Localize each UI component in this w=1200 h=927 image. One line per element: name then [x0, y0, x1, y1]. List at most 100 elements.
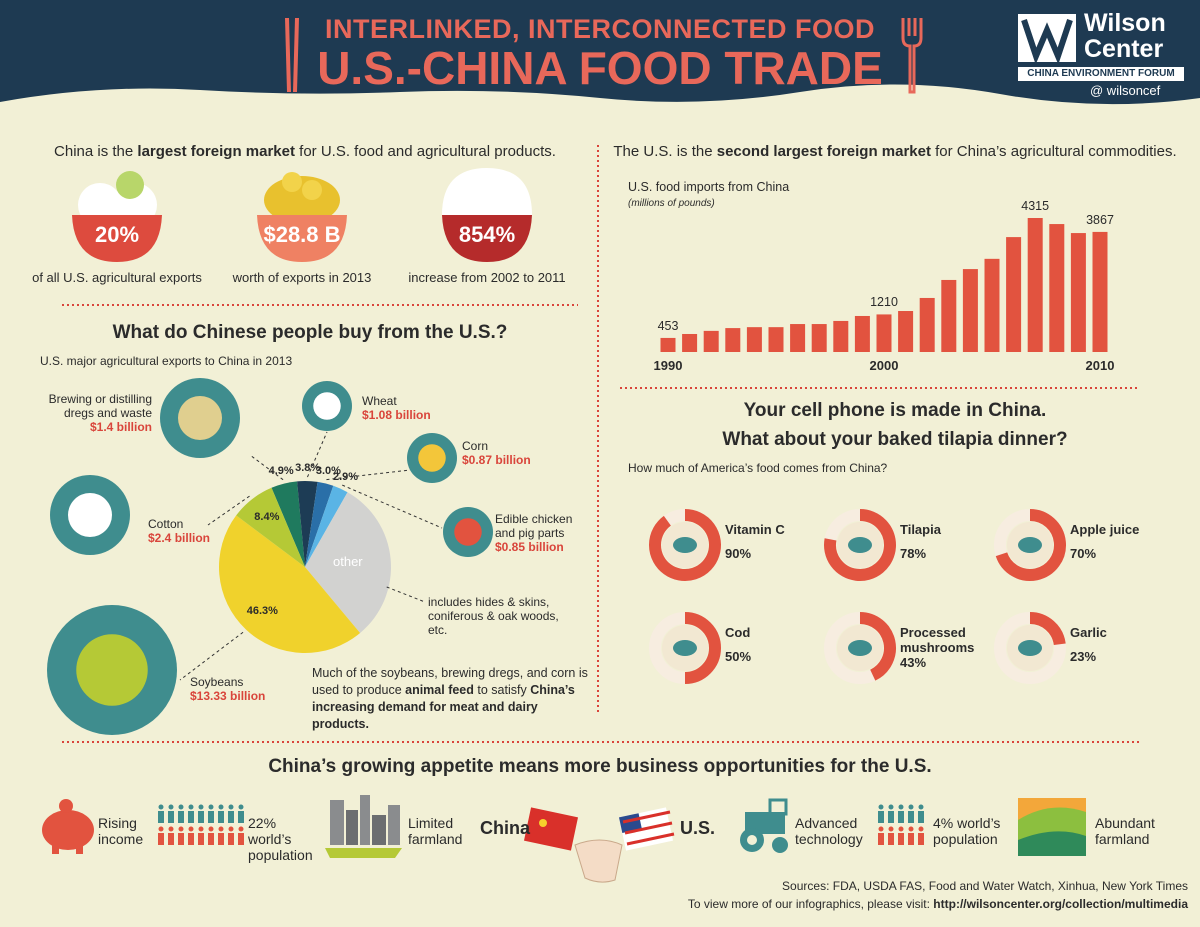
- feed-note-part: animal feed: [405, 682, 474, 697]
- donut-value: 43%: [900, 655, 927, 670]
- person-body: [198, 811, 204, 823]
- person-head: [188, 804, 194, 810]
- person-head: [878, 826, 884, 832]
- callout-amount: $1.08 billion: [362, 407, 431, 422]
- person-body: [158, 811, 164, 823]
- donut-arc: [824, 509, 896, 581]
- imports-headline-part: for China’s agricultural commodities.: [930, 143, 1177, 160]
- stat-caption: increase from 2002 to 2011: [408, 270, 566, 285]
- person-body: [878, 811, 884, 823]
- person-body: [918, 833, 924, 845]
- bar: [962, 269, 978, 352]
- callout-name: Corn: [462, 439, 489, 453]
- chopstick: [285, 17, 291, 93]
- stat-figure: 854%: [458, 222, 516, 247]
- slice-label: 3.0%: [315, 464, 341, 477]
- donut-arc: [1029, 612, 1066, 646]
- leader-line: [249, 454, 284, 481]
- person-body: [168, 811, 174, 823]
- donut-label: Processed mushrooms: [900, 625, 975, 655]
- bar: [919, 297, 935, 352]
- feed-note: Much of the soybeans, brewing dregs, and…: [312, 665, 597, 733]
- person-head: [158, 804, 164, 810]
- section-heading: What do Chinese people buy from the U.S.…: [112, 322, 508, 343]
- slice-label: 3.8%: [295, 462, 321, 475]
- bar: [941, 279, 957, 352]
- piggy-bank-icon: [42, 799, 94, 854]
- opportunity-label: China: [480, 818, 531, 838]
- pie-slice: [305, 485, 348, 567]
- person-body: [888, 811, 894, 823]
- food-icon: [1018, 640, 1042, 656]
- handshake-icon: [523, 807, 675, 883]
- opportunity-label: 4% world’s population: [933, 815, 1001, 848]
- donut-label: Cod: [725, 625, 751, 640]
- x-tick-label: 1990: [653, 358, 683, 373]
- bar: [811, 324, 827, 352]
- subheading: U.S. major agricultural exports to China…: [40, 354, 293, 368]
- market-headline-part: for U.S. food and agricultural products.: [294, 143, 556, 160]
- slice-label: 8.4%: [254, 511, 280, 524]
- callout-icon-inner: [418, 444, 446, 472]
- food-icon: [848, 537, 872, 553]
- opportunity-label: Limited farmland: [408, 815, 463, 848]
- food-icon: [848, 640, 872, 656]
- bar: [833, 320, 849, 352]
- donut-value: 50%: [725, 649, 752, 664]
- bowl: [72, 171, 162, 262]
- pie-slice: [305, 492, 391, 634]
- callout: Cotton $2.4 billion: [148, 517, 258, 546]
- person-body: [908, 811, 914, 823]
- chopstick: [293, 17, 299, 93]
- person-head: [218, 804, 224, 810]
- bowl: [257, 172, 347, 262]
- food-icon: [673, 640, 697, 656]
- header-band: [0, 0, 1200, 105]
- callout-icon-inner: [178, 396, 222, 440]
- forum-box: [1018, 67, 1184, 81]
- bar: [703, 330, 719, 352]
- leader-line: [306, 431, 328, 478]
- logo-w: [1021, 19, 1073, 65]
- pie-slice: [218, 515, 361, 653]
- x-tick-label: 2010: [1085, 358, 1115, 373]
- callout-amount: $13.33 billion: [190, 688, 266, 703]
- slice-label: 46.3%: [246, 604, 278, 617]
- visit-text: To view more of our infographics, please…: [687, 897, 934, 911]
- person-head: [208, 826, 214, 832]
- callout-icon-inner: [76, 634, 148, 706]
- bar: [898, 311, 914, 352]
- imports-headline: The U.S. is the second largest foreign m…: [605, 143, 1185, 160]
- person-body: [178, 811, 184, 823]
- callout-amount: $0.85 billion: [495, 539, 564, 554]
- stat-caption: worth of exports in 2013: [232, 270, 372, 285]
- person-body: [208, 811, 214, 823]
- opportunity-label: U.S.: [680, 818, 716, 838]
- person-body: [228, 811, 234, 823]
- value-label: 453: [657, 318, 679, 333]
- person-body: [888, 833, 894, 845]
- donut-arc: [649, 509, 721, 581]
- person-head: [898, 826, 904, 832]
- bar: [876, 314, 892, 352]
- donut-label: Apple juice: [1070, 522, 1140, 537]
- donut-arc: [859, 612, 896, 681]
- donut-arc: [995, 509, 1066, 581]
- logo-text: Wilson Center: [1084, 9, 1166, 64]
- leader-line: [342, 484, 443, 529]
- x-tick-label: 2000: [869, 358, 899, 373]
- stat-figure: 20%: [94, 222, 140, 247]
- person-head: [218, 826, 224, 832]
- bar: [1027, 218, 1043, 352]
- person-body: [218, 833, 224, 845]
- person-head: [198, 826, 204, 832]
- bar: [1049, 224, 1065, 352]
- person-head: [178, 826, 184, 832]
- food-icon: [673, 537, 697, 553]
- person-head: [888, 826, 894, 832]
- person-head: [908, 826, 914, 832]
- callout-name: Cotton: [148, 517, 184, 531]
- donut-value: 70%: [1070, 546, 1097, 561]
- person-head: [918, 804, 924, 810]
- person-head: [238, 826, 244, 832]
